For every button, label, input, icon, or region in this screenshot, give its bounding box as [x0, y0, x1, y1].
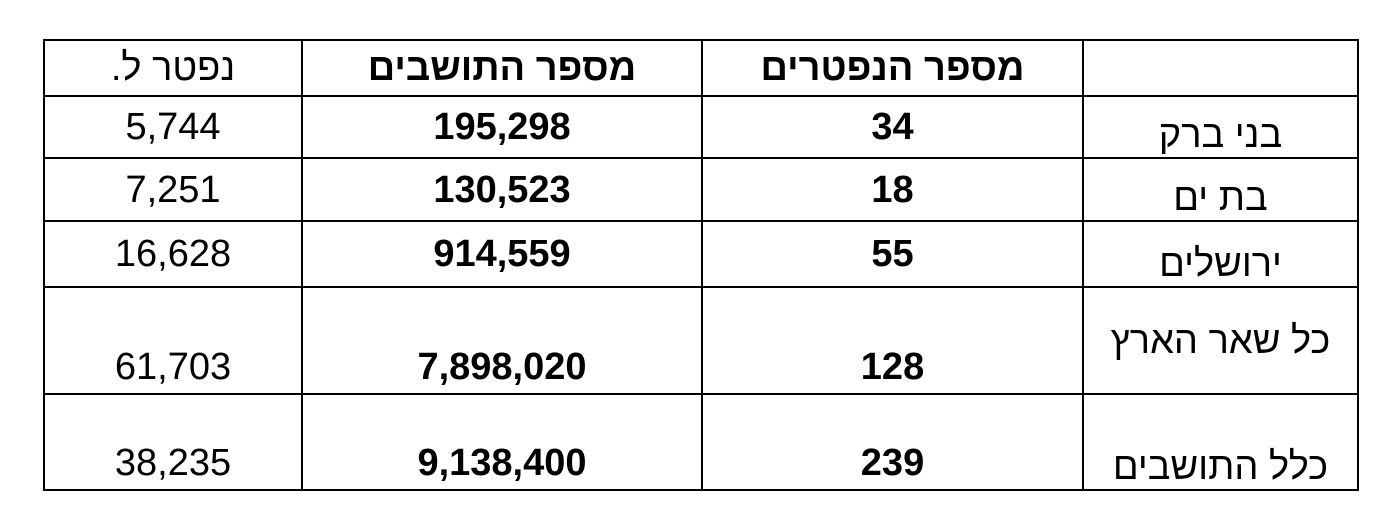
population-cell: 914,559 [301, 220, 703, 288]
table-row: ירושלים 55 914,559 16,628 [43, 220, 1359, 288]
table-header-row: מספר הנפטרים מספר התושבים נפטר ל. [43, 39, 1359, 97]
data-table: מספר הנפטרים מספר התושבים נפטר ל. בני בר… [43, 39, 1359, 491]
per-death-cell: 7,251 [43, 157, 303, 222]
table-row: כלל התושבים 239 9,138,400 38,235 [43, 393, 1359, 491]
population-cell: 195,298 [301, 95, 703, 159]
population-cell: 9,138,400 [301, 393, 703, 491]
deaths-cell: 239 [701, 393, 1084, 491]
row-label: בני ברק [1082, 95, 1359, 159]
row-label: כל שאר הארץ [1082, 286, 1359, 395]
per-death-cell: 5,744 [43, 95, 303, 159]
table-row: בת ים 18 130,523 7,251 [43, 157, 1359, 222]
table-row: בני ברק 34 195,298 5,744 [43, 95, 1359, 159]
deaths-cell: 18 [701, 157, 1084, 222]
per-death-cell: 16,628 [43, 220, 303, 288]
deaths-cell: 128 [701, 286, 1084, 395]
header-deaths: מספר הנפטרים [701, 39, 1084, 97]
header-label-cell [1082, 39, 1359, 97]
header-per-death: נפטר ל. [43, 39, 303, 97]
header-population: מספר התושבים [301, 39, 703, 97]
table-row: כל שאר הארץ 128 7,898,020 61,703 [43, 286, 1359, 395]
per-death-cell: 61,703 [43, 286, 303, 395]
row-label: בת ים [1082, 157, 1359, 222]
row-label: כלל התושבים [1082, 393, 1359, 491]
deaths-cell: 34 [701, 95, 1084, 159]
row-label: ירושלים [1082, 220, 1359, 288]
deaths-cell: 55 [701, 220, 1084, 288]
per-death-cell: 38,235 [43, 393, 303, 491]
population-cell: 7,898,020 [301, 286, 703, 395]
population-cell: 130,523 [301, 157, 703, 222]
